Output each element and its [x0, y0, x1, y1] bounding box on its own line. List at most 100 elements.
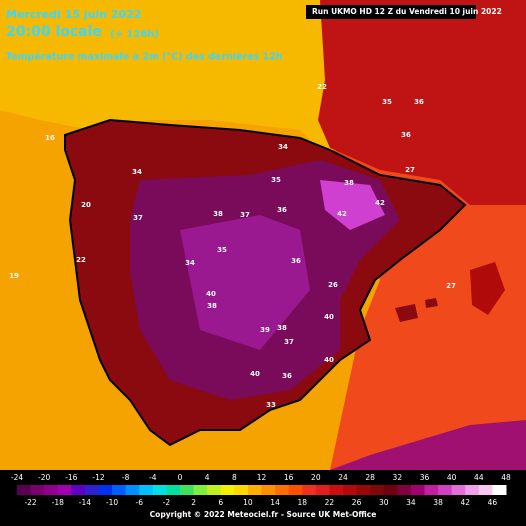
- temperature-label: 16: [45, 134, 55, 142]
- legend-tick-label: 34: [406, 498, 416, 507]
- legend-tick-label: 8: [232, 473, 237, 482]
- temperature-label: 38: [207, 302, 217, 310]
- color-swatch: [302, 485, 317, 495]
- legend-tick-label: 28: [365, 473, 375, 482]
- legend-tick-label: 26: [352, 498, 362, 507]
- temperature-label: 40: [250, 370, 260, 378]
- legend-tick-label: 24: [338, 473, 348, 482]
- legend-tick-label: 0: [178, 473, 183, 482]
- temperature-label: 40: [324, 356, 334, 364]
- color-swatch: [261, 485, 276, 495]
- legend-tick-label: 32: [393, 473, 403, 482]
- legend-tick-label: 12: [257, 473, 267, 482]
- legend-tick-label: 2: [191, 498, 196, 507]
- legend-tick-label: -14: [79, 498, 91, 507]
- legend-bg: [0, 470, 526, 526]
- color-swatch: [438, 485, 453, 495]
- time: 20:00 locale: [6, 24, 102, 40]
- temperature-label: 36: [277, 206, 287, 214]
- very-hot-zone: [180, 215, 310, 350]
- legend-tick-label: 22: [325, 498, 335, 507]
- temperature-label: 22: [76, 256, 86, 264]
- color-swatch: [356, 485, 371, 495]
- legend-tick-label: -22: [24, 498, 36, 507]
- temperature-label: 38: [277, 324, 287, 332]
- run-box: [306, 5, 476, 19]
- temperature-label: 42: [337, 210, 347, 218]
- temperature-label: 36: [401, 131, 411, 139]
- temperature-label: 40: [206, 290, 216, 298]
- temperature-label: 22: [317, 83, 327, 91]
- temperature-label: 33: [266, 401, 276, 409]
- color-swatch: [478, 485, 493, 495]
- color-swatch: [451, 485, 466, 495]
- france: [318, 0, 526, 205]
- color-swatch: [465, 485, 480, 495]
- legend-tick-label: -8: [122, 473, 130, 482]
- temperature-label: 34: [185, 259, 195, 267]
- legend-tick-label: 40: [447, 473, 457, 482]
- temperature-label: 35: [382, 98, 392, 106]
- color-swatch: [44, 485, 59, 495]
- temperature-label: 35: [271, 176, 281, 184]
- color-swatch: [247, 485, 262, 495]
- temperature-label: 37: [240, 211, 250, 219]
- color-swatch: [492, 485, 507, 495]
- legend-tick-label: 18: [297, 498, 307, 507]
- temperature-label: 19: [9, 272, 19, 280]
- legend-tick-label: 30: [379, 498, 389, 507]
- legend-tick-label: 6: [218, 498, 223, 507]
- legend-tick-label: -12: [92, 473, 104, 482]
- color-swatch: [275, 485, 290, 495]
- legend-tick-label: 44: [474, 473, 484, 482]
- sardinia: [470, 262, 505, 315]
- temperature-label: 36: [291, 257, 301, 265]
- color-swatch: [17, 485, 32, 495]
- temperature-label: 36: [414, 98, 424, 106]
- copyright: Copyright © 2022 Meteociel.fr - Source U…: [150, 510, 377, 519]
- color-swatch: [98, 485, 113, 495]
- temperature-label: 40: [324, 313, 334, 321]
- legend-tick-label: -16: [65, 473, 77, 482]
- color-swatch: [220, 485, 235, 495]
- color-swatch: [193, 485, 208, 495]
- legend-tick-label: 48: [501, 473, 511, 482]
- temperature-label: 20: [81, 201, 91, 209]
- temperature-label: 38: [213, 210, 223, 218]
- lead: (+ 126h): [110, 29, 159, 40]
- temperature-label: 26: [328, 281, 338, 289]
- temperature-label: 37: [133, 214, 143, 222]
- subtitle: Température maximale à 2m (°C) des derni…: [6, 52, 283, 63]
- color-swatch: [30, 485, 45, 495]
- temperature-label: 42: [375, 199, 385, 207]
- temperature-label: 34: [132, 168, 142, 176]
- color-swatch: [370, 485, 385, 495]
- legend-tick-label: -10: [106, 498, 118, 507]
- temperature-label: 27: [446, 282, 456, 290]
- africa: [330, 420, 526, 472]
- color-swatch: [139, 485, 154, 495]
- temperature-label: 35: [217, 246, 227, 254]
- legend-tick-label: -6: [136, 498, 144, 507]
- color-swatch: [166, 485, 181, 495]
- color-swatch: [383, 485, 398, 495]
- run: Run UKMO HD 12 Z du Vendredi 10 juin 202…: [312, 7, 502, 16]
- legend-tick-label: 42: [460, 498, 470, 507]
- color-swatch: [397, 485, 412, 495]
- color-swatch: [125, 485, 140, 495]
- legend-tick-label: 4: [205, 473, 210, 482]
- temperature-label: 36: [282, 372, 292, 380]
- color-swatch: [234, 485, 249, 495]
- color-swatch: [329, 485, 344, 495]
- color-swatch: [315, 485, 330, 495]
- legend-tick-label: 20: [311, 473, 321, 482]
- legend-tick-label: -2: [163, 498, 171, 507]
- color-swatch: [343, 485, 358, 495]
- temperature-label: 38: [344, 179, 354, 187]
- legend-tick-label: -24: [11, 473, 23, 482]
- color-swatch: [410, 485, 425, 495]
- color-swatch: [57, 485, 72, 495]
- legend-tick-label: 14: [270, 498, 280, 507]
- legend-tick-label: 16: [284, 473, 294, 482]
